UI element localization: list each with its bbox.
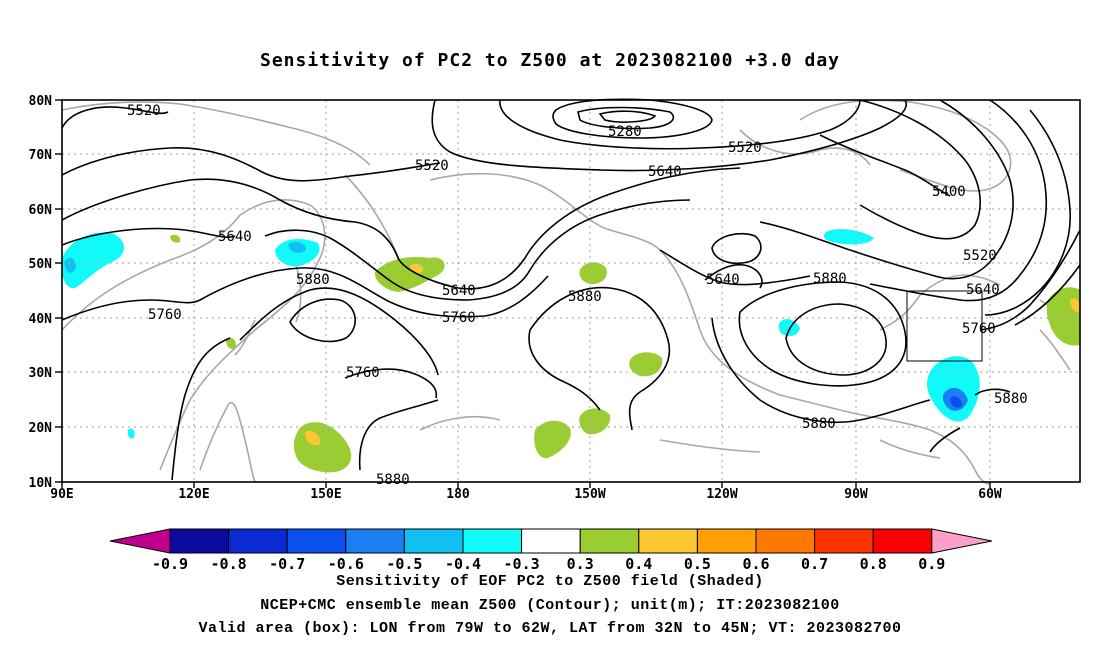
shade-blob-green-east	[1046, 287, 1080, 346]
colorbar-label: -0.9	[152, 555, 188, 573]
colorbar-swatch	[462, 528, 523, 554]
contour-label: 5520	[415, 158, 449, 174]
shade-blob-cyan-west-inner	[64, 258, 76, 273]
map-frame	[61, 99, 1081, 483]
contour-label: 5760	[962, 321, 996, 337]
shade-blob-cyan-west	[61, 232, 124, 289]
colorbar-left-arrow	[109, 528, 171, 554]
colorbar-swatch	[872, 528, 933, 554]
colorbar-label: -0.8	[211, 555, 247, 573]
contour-label: 5880	[296, 272, 330, 288]
shade-blob-yellow-150e	[305, 430, 321, 446]
shade-blob-cyan-90w	[824, 229, 874, 245]
colorbar-swatch	[755, 528, 816, 554]
colorbar-label: 0.6	[742, 555, 769, 573]
lon-tick-label: 150E	[310, 487, 341, 502]
shade-blob-yellow-east	[1070, 298, 1080, 313]
colorbar-swatch	[579, 528, 640, 554]
shade-blob-green-180	[374, 256, 445, 292]
lon-tick-label: 150W	[574, 487, 605, 502]
contour-label: 5640	[966, 282, 1000, 298]
colorbar-swatch	[638, 528, 698, 554]
contour-label: 5880	[802, 416, 836, 432]
lon-tick-label: 120W	[706, 487, 737, 502]
lon-tick-label: 60W	[978, 487, 1002, 502]
colorbar-label: 0.9	[918, 555, 945, 573]
contour-label: 5760	[346, 365, 380, 381]
lat-tick-labels: 80N 70N 60N 50N 40N 30N 20N 10N	[29, 94, 53, 491]
z500-contours	[61, 98, 1081, 481]
lon-tick-labels: 90E 120E 150E 180 150W 120W 90W 60W	[50, 487, 1002, 502]
colorbar-label: -0.6	[328, 555, 364, 573]
contour-label: 5880	[568, 289, 602, 305]
graticule	[62, 100, 1080, 482]
colorbar-swatch	[345, 528, 405, 554]
colorbar: -0.9 -0.8 -0.7 -0.6 -0.5 -0.4 -0.3 0.3 0.4 0.5 0.6…	[109, 528, 992, 573]
lat-tick-label: 30N	[29, 366, 53, 381]
contour-label: 5400	[932, 184, 966, 200]
lat-tick-label: 10N	[29, 476, 53, 491]
colorbar-swatch	[228, 528, 288, 554]
contour-label: 5640	[442, 283, 476, 299]
colorbar-swatch	[403, 528, 464, 554]
colorbar-swatch	[169, 528, 230, 554]
shade-blob-blue-japan	[288, 242, 306, 253]
contour-labels: 5520 5280 5520 5520 5640 5400 5640 5520 …	[127, 103, 1028, 488]
contour-label: 5280	[608, 124, 642, 140]
lat-tick-label: 70N	[29, 148, 53, 163]
lat-tick-label: 20N	[29, 421, 53, 436]
contour-label: 5520	[963, 248, 997, 264]
colorbar-swatch	[814, 528, 874, 554]
colorbar-label: 0.7	[801, 555, 828, 573]
shade-blob-green-150w	[579, 262, 607, 285]
colorbar-swatch	[286, 528, 347, 554]
contour-label: 5760	[148, 307, 182, 323]
colorbar-label: -0.7	[269, 555, 305, 573]
colorbar-swatch	[696, 528, 757, 554]
contour-label: 5640	[648, 164, 682, 180]
contour-label: 5880	[376, 472, 410, 488]
shade-blob-green-150e	[293, 422, 352, 473]
valid-area-box	[906, 290, 983, 362]
lon-tick-label: 180	[446, 487, 470, 502]
lat-tick-label: 60N	[29, 203, 53, 218]
lon-tick-label: 90W	[844, 487, 868, 502]
colorbar-label: -0.5	[386, 555, 422, 573]
footer-line-valid-area: Valid area (box): LON from 79W to 62W, L…	[198, 620, 902, 637]
colorbar-swatch	[521, 528, 581, 554]
contour-label: 5520	[728, 140, 762, 156]
shade-blob-green-20n	[579, 408, 611, 435]
shade-blob-green-small-1	[170, 234, 181, 243]
lat-tick-label: 40N	[29, 312, 53, 327]
tick-marks	[55, 99, 991, 488]
contour-label: 5880	[994, 391, 1028, 407]
contour-label: 5880	[813, 271, 847, 287]
shade-blob-green-small-2	[226, 337, 236, 349]
colorbar-label: 0.4	[625, 555, 652, 573]
colorbar-label: -0.3	[504, 555, 540, 573]
footer-line-contour: NCEP+CMC ensemble mean Z500 (Contour); u…	[260, 597, 840, 614]
colorbar-label: 0.3	[567, 555, 594, 573]
lat-tick-label: 80N	[29, 94, 53, 109]
shade-blob-green-30n	[629, 352, 663, 377]
lat-tick-label: 50N	[29, 257, 53, 272]
shade-blob-green-160w	[534, 420, 571, 459]
contour-label: 5520	[127, 103, 161, 119]
shade-blob-cyan-gulf	[778, 319, 800, 336]
chart-title: Sensitivity of PC2 to Z500 at 2023082100…	[259, 50, 840, 71]
contour-label: 5640	[218, 229, 252, 245]
colorbar-right-arrow	[931, 528, 992, 554]
shade-blob-cyan-small	[127, 428, 135, 439]
sensitivity-shading	[61, 229, 1080, 473]
shade-blob-darkblue-atlantic	[950, 396, 962, 408]
lon-tick-label: 90E	[50, 487, 73, 502]
footer-line-shading: Sensitivity of EOF PC2 to Z500 field (Sh…	[336, 573, 764, 590]
lon-tick-label: 120E	[178, 487, 209, 502]
colorbar-label: -0.4	[445, 555, 481, 573]
colorbar-label: 0.5	[684, 555, 711, 573]
contour-label: 5760	[442, 310, 476, 326]
contour-label: 5640	[706, 272, 740, 288]
colorbar-label: 0.8	[860, 555, 887, 573]
